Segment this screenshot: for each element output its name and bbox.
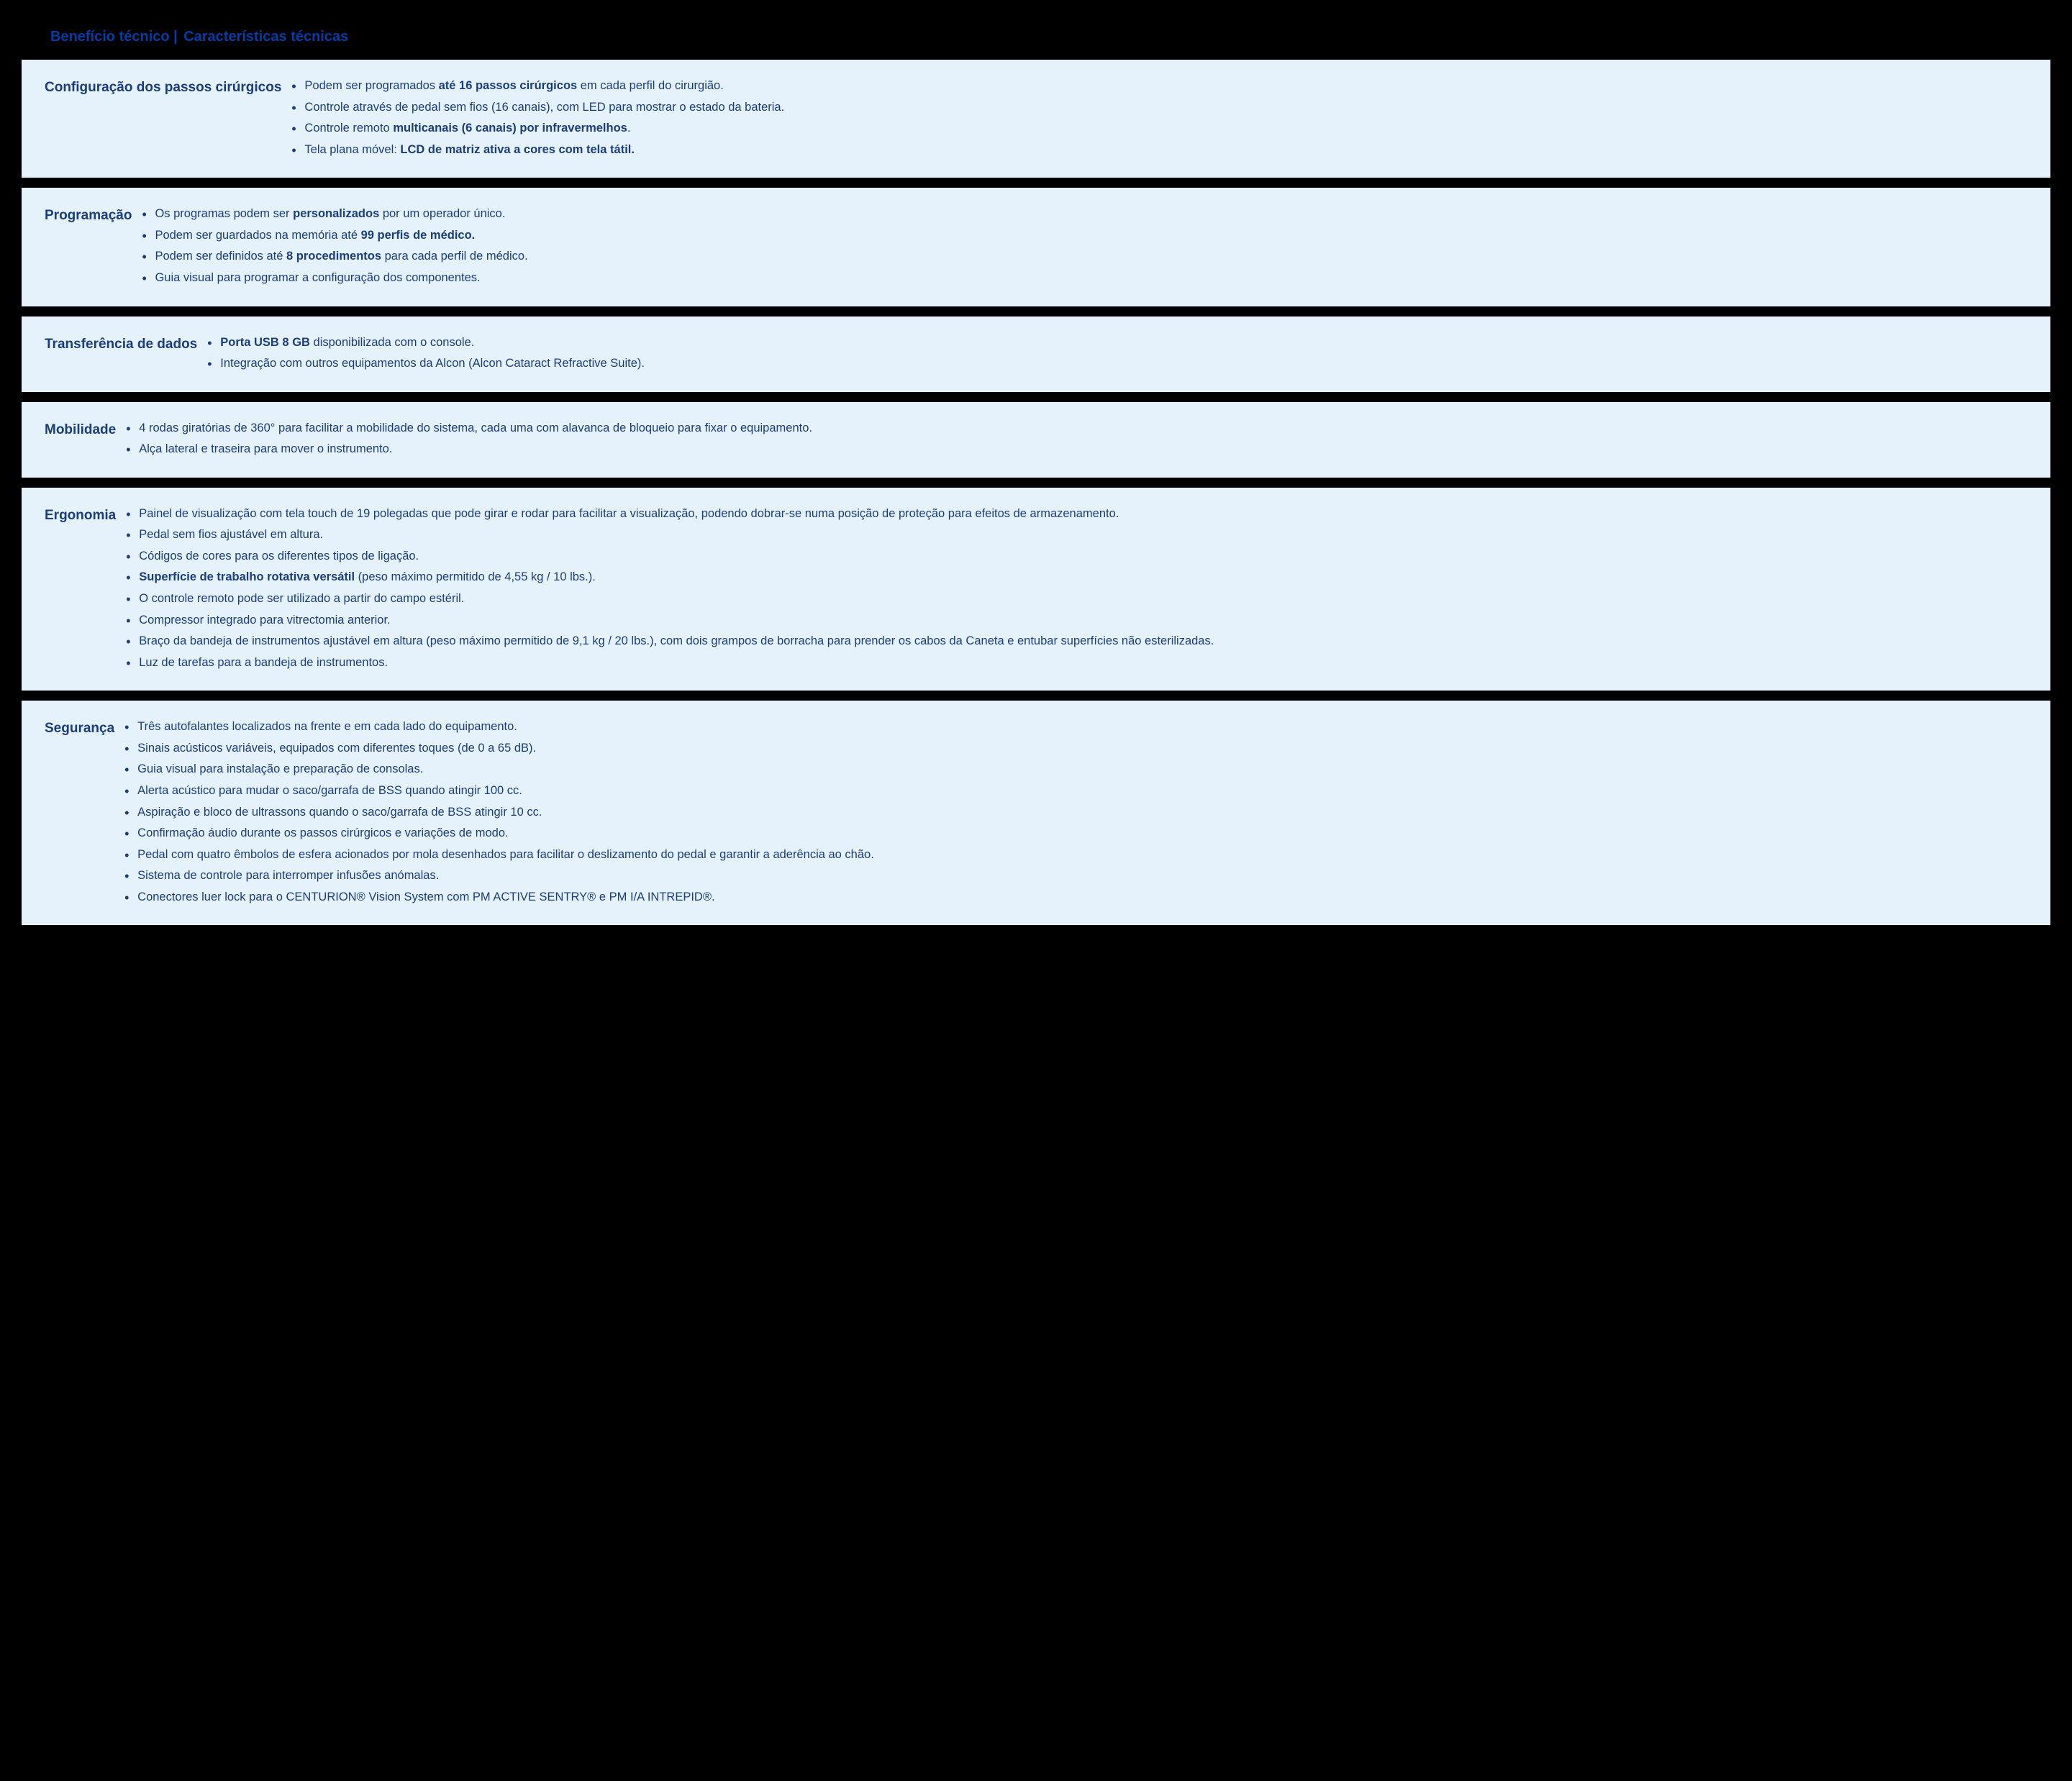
text-segment: em cada perfil do cirurgião. xyxy=(577,79,724,92)
list-item: Guia visual para instalação e preparação… xyxy=(124,760,2027,779)
list-item: Controle remoto multicanais (6 canais) p… xyxy=(291,119,2027,138)
text-segment: personalizados xyxy=(293,207,379,220)
bullet-list: 4 rodas giratórias de 360° para facilita… xyxy=(126,419,2027,459)
text-segment: Podem ser programados xyxy=(304,79,438,92)
list-item: Controle através de pedal sem fios (16 c… xyxy=(291,99,2027,117)
header-left-label: Benefício técnico | xyxy=(50,29,178,45)
section-card: Segurança Três autofalantes localizados n… xyxy=(22,701,2050,925)
list-item: Porta USB 8 GB disponibilizada com o con… xyxy=(207,334,2027,352)
section-title: Mobilidade xyxy=(45,418,116,438)
text-segment: Luz de tarefas para a bandeja de instrum… xyxy=(139,656,388,669)
text-segment: disponibilizada com o console. xyxy=(310,336,474,349)
section-content: Os programas podem ser personalizados po… xyxy=(142,204,2027,290)
list-item: Podem ser guardados na memória até 99 pe… xyxy=(142,227,2027,245)
bullet-list: Três autofalantes localizados na frente … xyxy=(124,718,2027,906)
text-segment: Painel de visualização com tela touch de… xyxy=(139,507,1119,520)
text-segment: O controle remoto pode ser utilizado a p… xyxy=(139,592,464,605)
section-card: Transferência de dados Porta USB 8 GB dis… xyxy=(22,316,2050,392)
list-item: O controle remoto pode ser utilizado a p… xyxy=(126,590,2027,609)
text-segment: 99 perfis de médico. xyxy=(361,229,476,242)
text-segment: Guia visual para instalação e preparação… xyxy=(137,762,423,775)
text-segment: Guia visual para programar a configuraçã… xyxy=(155,271,480,284)
section-title: Programação xyxy=(45,204,132,224)
section-title: Configuração dos passos cirúrgicos xyxy=(45,76,281,96)
text-segment: Alerta acústico para mudar o saco/garraf… xyxy=(137,784,522,797)
section-content: Três autofalantes localizados na frente … xyxy=(124,716,2027,909)
text-segment: 4 rodas giratórias de 360° para facilita… xyxy=(139,422,812,434)
text-segment: para cada perfil de médico. xyxy=(381,250,528,263)
text-segment: Podem ser guardados na memória até xyxy=(155,229,360,242)
list-item: Aspiração e bloco de ultrassons quando o… xyxy=(124,803,2027,822)
text-segment: LCD de matriz ativa a cores com tela tát… xyxy=(400,143,635,156)
list-item: Confirmação áudio durante os passos cirú… xyxy=(124,824,2027,843)
list-item: Três autofalantes localizados na frente … xyxy=(124,718,2027,737)
text-segment: até 16 passos cirúrgicos xyxy=(439,79,578,92)
list-item: Braço da bandeja de instrumentos ajustáv… xyxy=(126,632,2027,651)
text-segment: Os programas podem ser xyxy=(155,207,293,220)
section-content: Podem ser programados até 16 passos cirú… xyxy=(291,76,2027,162)
list-item: Conectores luer lock para o CENTURION® V… xyxy=(124,888,2027,907)
text-segment: Tela plana móvel: xyxy=(304,143,400,156)
list-item: Luz de tarefas para a bandeja de instrum… xyxy=(126,654,2027,673)
text-segment: Superfície de trabalho rotativa versátil xyxy=(139,570,355,583)
list-item: Pedal sem fios ajustável em altura. xyxy=(126,526,2027,545)
bullet-list: Porta USB 8 GB disponibilizada com o con… xyxy=(207,334,2027,373)
text-segment: Códigos de cores para os diferentes tipo… xyxy=(139,550,419,562)
text-segment: Pedal sem fios ajustável em altura. xyxy=(139,528,323,541)
section-content: 4 rodas giratórias de 360° para facilita… xyxy=(126,418,2027,462)
text-segment: multicanais (6 canais) por infravermelho… xyxy=(393,122,627,135)
list-item: Alça lateral e traseira para mover o ins… xyxy=(126,440,2027,459)
text-segment: Conectores luer lock para o CENTURION® V… xyxy=(137,890,714,903)
text-segment: Compressor integrado para vitrectomia an… xyxy=(139,614,390,627)
section-card: Configuração dos passos cirúrgicos Podem … xyxy=(22,60,2050,178)
section-title: Segurança xyxy=(45,716,114,737)
text-segment: por um operador único. xyxy=(379,207,505,220)
sections-container: Configuração dos passos cirúrgicos Podem … xyxy=(22,60,2050,925)
list-item: 4 rodas giratórias de 360° para facilita… xyxy=(126,419,2027,438)
text-segment: Sistema de controle para interromper inf… xyxy=(137,869,439,882)
bullet-list: Painel de visualização com tela touch de… xyxy=(126,505,2027,673)
list-item: Compressor integrado para vitrectomia an… xyxy=(126,611,2027,630)
text-segment: Braço da bandeja de instrumentos ajustáv… xyxy=(139,634,1214,647)
text-segment: Porta USB 8 GB xyxy=(220,336,310,349)
section-title: Transferência de dados xyxy=(45,332,197,352)
list-item: Pedal com quatro êmbolos de esfera acion… xyxy=(124,846,2027,865)
text-segment: (peso máximo permitido de 4,55 kg / 10 l… xyxy=(355,570,596,583)
list-item: Códigos de cores para os diferentes tipo… xyxy=(126,547,2027,566)
section-card: Mobilidade 4 rodas giratórias de 360° par… xyxy=(22,402,2050,478)
text-segment: 8 procedimentos xyxy=(286,250,381,263)
bullet-list: Os programas podem ser personalizados po… xyxy=(142,205,2027,287)
header-right-label: Características técnicas xyxy=(183,29,348,45)
text-segment: Controle através de pedal sem fios (16 c… xyxy=(304,101,784,114)
page-header: Benefício técnico | Características técn… xyxy=(22,29,2050,45)
section-content: Painel de visualização com tela touch de… xyxy=(126,504,2027,675)
text-segment: Três autofalantes localizados na frente … xyxy=(137,720,517,733)
list-item: Alerta acústico para mudar o saco/garraf… xyxy=(124,782,2027,801)
list-item: Integração com outros equipamentos da Al… xyxy=(207,355,2027,373)
section-content: Porta USB 8 GB disponibilizada com o con… xyxy=(207,332,2027,376)
text-segment: Integração com outros equipamentos da Al… xyxy=(220,357,645,370)
list-item: Podem ser programados até 16 passos cirú… xyxy=(291,77,2027,96)
list-item: Tela plana móvel: LCD de matriz ativa a … xyxy=(291,141,2027,160)
bullet-list: Podem ser programados até 16 passos cirú… xyxy=(291,77,2027,159)
text-segment: Alça lateral e traseira para mover o ins… xyxy=(139,442,392,455)
list-item: Sinais acústicos variáveis, equipados co… xyxy=(124,739,2027,758)
text-segment: Aspiração e bloco de ultrassons quando o… xyxy=(137,806,542,819)
list-item: Painel de visualização com tela touch de… xyxy=(126,505,2027,524)
list-item: Os programas podem ser personalizados po… xyxy=(142,205,2027,224)
text-segment: Pedal com quatro êmbolos de esfera acion… xyxy=(137,848,874,861)
list-item: Superfície de trabalho rotativa versátil… xyxy=(126,568,2027,587)
text-segment: . xyxy=(627,122,631,135)
text-segment: Controle remoto xyxy=(304,122,393,135)
list-item: Guia visual para programar a configuraçã… xyxy=(142,269,2027,288)
text-segment: Podem ser definidos até xyxy=(155,250,286,263)
list-item: Sistema de controle para interromper inf… xyxy=(124,867,2027,885)
section-title: Ergonomia xyxy=(45,504,116,524)
text-segment: Sinais acústicos variáveis, equipados co… xyxy=(137,742,536,755)
text-segment: Confirmação áudio durante os passos cirú… xyxy=(137,826,508,839)
section-card: Programação Os programas podem ser person… xyxy=(22,188,2050,306)
section-card: Ergonomia Painel de visualização com tela… xyxy=(22,488,2050,691)
list-item: Podem ser definidos até 8 procedimentos … xyxy=(142,247,2027,266)
